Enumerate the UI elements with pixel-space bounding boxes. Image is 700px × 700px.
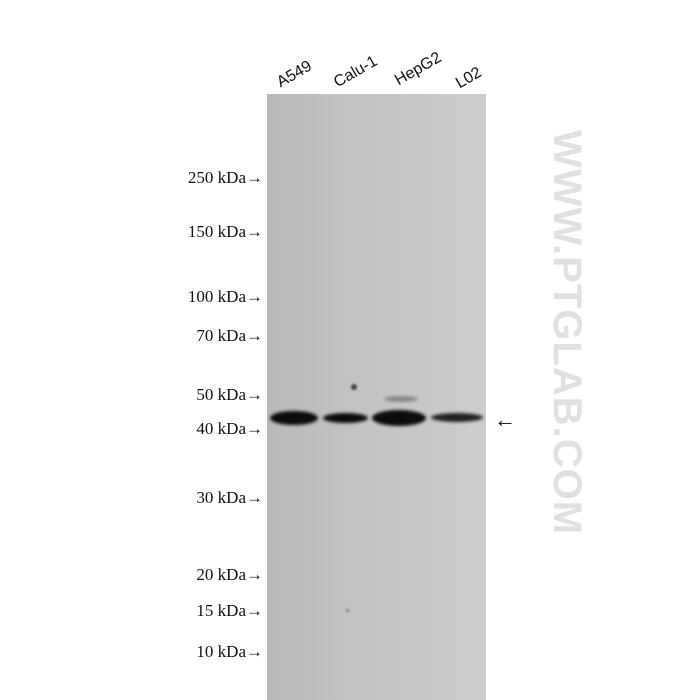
blot-membrane <box>267 94 486 700</box>
lane-label-a549: A549 <box>274 57 315 92</box>
lane-label-l02: L02 <box>453 64 485 93</box>
target-band-arrow-icon: ← <box>494 407 516 432</box>
marker-70: 70 kDa→ <box>196 326 263 345</box>
faint-band-hepg2 <box>384 396 418 402</box>
marker-10: 10 kDa→ <box>196 642 263 661</box>
marker-30: 30 kDa→ <box>196 488 263 507</box>
marker-100: 100 kDa→ <box>187 287 263 306</box>
band-a549 <box>270 411 318 425</box>
marker-50: 50 kDa→ <box>196 385 263 404</box>
watermark: WWW.PTGLAB.COM <box>545 130 589 536</box>
blot-spot <box>351 384 357 390</box>
marker-20: 20 kDa→ <box>196 565 263 584</box>
lane-label-hepg2: HepG2 <box>392 49 445 90</box>
band-hepg2 <box>372 410 426 426</box>
marker-15: 15 kDa→ <box>196 601 263 620</box>
marker-150: 150 kDa→ <box>187 222 263 241</box>
band-l02 <box>431 413 483 422</box>
blot-spot <box>346 609 349 612</box>
band-calu-1 <box>323 413 368 423</box>
marker-250: 250 kDa→ <box>187 168 263 187</box>
marker-40: 40 kDa→ <box>196 419 263 438</box>
lane-label-calu-1: Calu-1 <box>331 52 381 92</box>
